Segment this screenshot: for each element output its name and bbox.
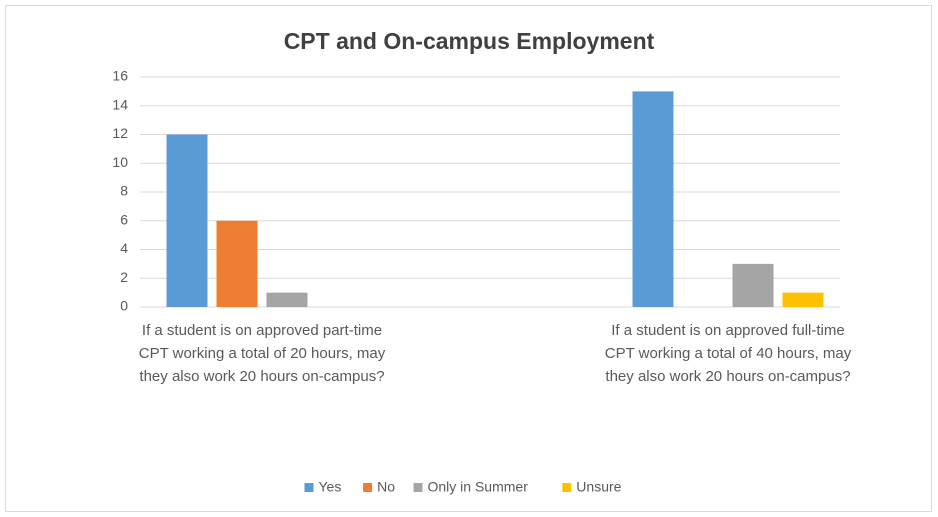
bar (732, 263, 774, 307)
legend-swatch (562, 483, 572, 492)
y-tick-label: 10 (112, 154, 128, 170)
bar (216, 220, 258, 307)
y-tick-label: 4 (120, 240, 128, 256)
bar (166, 134, 208, 307)
x-tick-label: If a student is on approved part-time CP… (138, 322, 386, 385)
legend-label: Yes (319, 479, 342, 495)
bar (782, 292, 824, 307)
chart-frame (5, 5, 932, 512)
legend-label: Only in Summer (428, 479, 529, 495)
legend-label: No (377, 479, 395, 495)
chart-title: CPT and On-campus Employment (284, 28, 655, 54)
bar (632, 91, 674, 307)
legend-swatch (304, 483, 314, 492)
legend-swatch (413, 483, 423, 492)
x-tick-label: If a student is on approved full-time CP… (604, 322, 852, 385)
bar (266, 292, 308, 307)
legend-swatch (363, 483, 373, 492)
legend-label: Unsure (576, 479, 621, 495)
y-tick-label: 14 (112, 96, 128, 112)
y-tick-label: 8 (120, 183, 128, 199)
y-tick-label: 6 (120, 211, 128, 227)
y-tick-label: 16 (112, 68, 128, 84)
y-tick-label: 0 (120, 298, 128, 314)
y-tick-label: 2 (120, 269, 128, 285)
y-tick-label: 12 (112, 125, 128, 141)
